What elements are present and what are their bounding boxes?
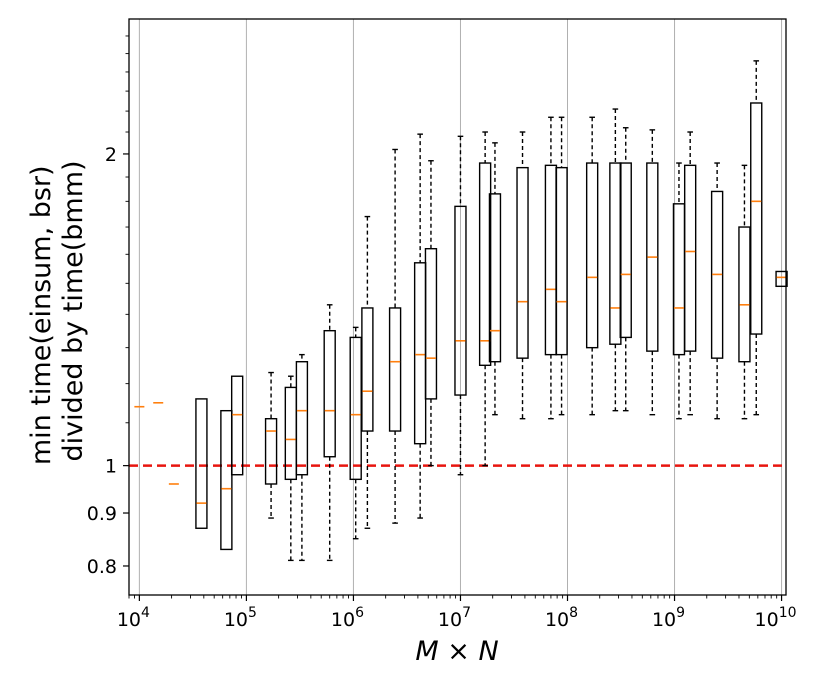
box-group: [516, 131, 529, 420]
x-tick-label-base: 10: [545, 609, 569, 631]
x-tick-label: 109: [652, 605, 685, 631]
x-tick-label-base: 10: [755, 609, 779, 631]
box-iqr: [775, 270, 788, 288]
box-group: [738, 164, 751, 420]
y-axis: 0.8 0.9 1 2: [87, 35, 129, 578]
box-group: [295, 353, 309, 562]
x-tick-label-exponent: 4: [141, 605, 150, 621]
box-iqr: [710, 190, 724, 359]
boxes-layer: [134, 60, 788, 562]
box-iqr: [488, 193, 502, 363]
y-tick-label: 2: [105, 144, 117, 166]
box-group: [609, 108, 622, 412]
box-iqr: [544, 164, 558, 356]
x-tick-label-exponent: 9: [676, 605, 685, 621]
box-group: [413, 133, 427, 519]
box-group: [424, 160, 438, 467]
box-group: [478, 131, 492, 467]
box-group: [488, 142, 502, 416]
box-group: [750, 60, 763, 416]
box-iqr: [646, 162, 659, 352]
box-group: [195, 398, 208, 529]
x-axis: 104 105 106 107 108 109 1010: [117, 595, 797, 631]
box-group: [264, 371, 278, 519]
box-group: [230, 375, 244, 476]
box-iqr: [478, 162, 492, 366]
box-iqr: [672, 203, 686, 356]
box-iqr: [413, 262, 427, 445]
box-iqr: [388, 307, 402, 432]
x-tick-label-exponent: 10: [779, 605, 797, 621]
box-group: [454, 135, 467, 476]
x-tick-label: 105: [224, 605, 257, 631]
y-axis-label-line-1: min time(einsum, bsr): [26, 165, 57, 465]
box-iqr: [361, 307, 374, 432]
box-group: [361, 215, 374, 529]
box-group: [683, 131, 697, 416]
box-iqr: [230, 375, 244, 476]
box-iqr: [750, 102, 763, 335]
x-tick-label: 1010: [755, 605, 797, 631]
box-iqr: [220, 409, 233, 551]
box-group: [349, 326, 362, 540]
box-group: [388, 148, 402, 524]
box-group: [775, 270, 788, 288]
box-group: [323, 304, 336, 562]
box-iqr: [683, 164, 697, 352]
y-tick-label: 0.9: [87, 503, 117, 525]
x-tick-label-base: 10: [652, 609, 676, 631]
box-group: [220, 409, 233, 551]
box-group: [672, 162, 686, 420]
box-iqr: [738, 226, 751, 363]
x-tick-label: 106: [331, 605, 364, 631]
y-axis-label-line-2: divided by time(bmm): [58, 160, 89, 461]
x-tick-label-exponent: 6: [355, 605, 364, 621]
box-iqr: [264, 418, 278, 485]
x-tick-label-base: 10: [117, 609, 141, 631]
box-group: [710, 162, 724, 420]
box-iqr: [195, 398, 208, 529]
box-group: [585, 116, 599, 416]
x-tick-label-exponent: 8: [569, 605, 578, 621]
x-tick-label-exponent: 5: [248, 605, 257, 621]
box-group: [544, 116, 558, 420]
box-iqr: [585, 162, 599, 349]
box-iqr: [424, 248, 438, 400]
x-tick-label: 104: [117, 605, 150, 631]
y-axis-label: min time(einsum, bsr) divided by time(bm…: [26, 157, 89, 465]
y-tick-label: 0.8: [87, 556, 117, 578]
box-iqr: [609, 162, 622, 345]
box-group: [619, 127, 632, 412]
box-iqr: [555, 166, 568, 356]
x-tick-label-base: 10: [224, 609, 248, 631]
x-tick-label: 108: [545, 605, 578, 631]
x-tick-label: 107: [438, 605, 471, 631]
box-group: [646, 129, 659, 416]
box-group: [555, 116, 568, 416]
box-iqr: [454, 205, 467, 396]
x-tick-label-base: 10: [438, 609, 462, 631]
box-iqr: [619, 162, 632, 339]
box-iqr: [295, 361, 309, 476]
y-tick-label: 1: [105, 456, 117, 478]
box-group: [284, 375, 298, 562]
box-iqr: [516, 166, 529, 359]
x-axis-label: M × N: [415, 636, 498, 667]
x-tick-label-base: 10: [331, 609, 355, 631]
x-tick-label-exponent: 7: [462, 605, 471, 621]
box-iqr: [323, 329, 336, 458]
plot-frame: [128, 18, 787, 596]
box-iqr: [349, 336, 362, 481]
